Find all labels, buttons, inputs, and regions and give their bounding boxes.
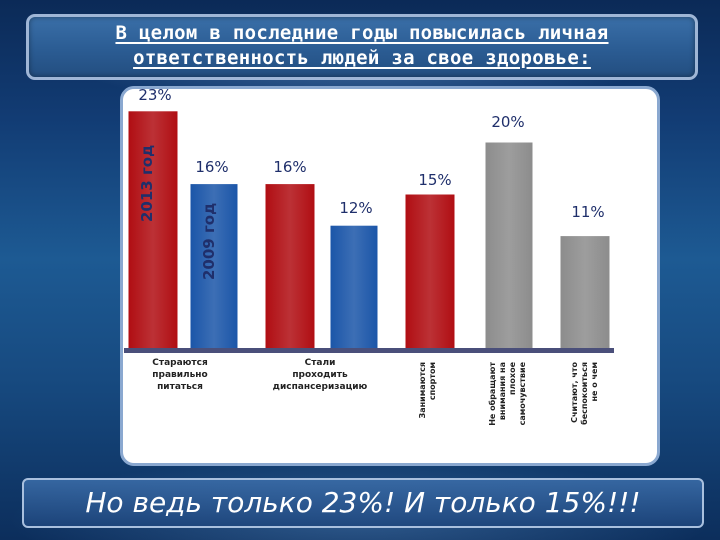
category-label-2: Стали bbox=[305, 358, 336, 368]
title-line-2: ответственность людей за свое здоровье: bbox=[133, 47, 591, 69]
category-label-4: внимания на bbox=[498, 362, 507, 420]
bar-6 bbox=[484, 141, 534, 351]
title-line-1: В целом в последние годы повысилась личн… bbox=[115, 22, 609, 44]
title-box bbox=[26, 14, 698, 80]
category-label-5: Считают, что bbox=[570, 362, 579, 423]
conclusion-box bbox=[22, 478, 704, 528]
category-label-5: беспокоиться bbox=[579, 362, 589, 425]
category-label-4: плохое bbox=[508, 361, 517, 395]
category-label-4: самочувствие bbox=[518, 361, 527, 425]
category-label-2: диспансеризацию bbox=[273, 382, 368, 392]
bar-1 bbox=[127, 110, 179, 351]
bar-4 bbox=[329, 224, 379, 351]
category-label-1: Стараются bbox=[152, 358, 208, 368]
bar-value-label-3: 16% bbox=[273, 158, 306, 176]
category-label-2: проходить bbox=[292, 370, 348, 380]
bar-5 bbox=[404, 193, 456, 351]
bar-value-label-6: 20% bbox=[491, 113, 524, 131]
bar-value-label-4: 12% bbox=[339, 199, 372, 217]
category-label-5: не о чем bbox=[590, 362, 599, 401]
bar-value-label-7: 11% bbox=[571, 203, 604, 221]
conclusion-text: Но ведь только 23%! И только 15%!!! bbox=[85, 486, 641, 519]
category-label-4: Не обращают bbox=[487, 362, 497, 426]
bar-2 bbox=[189, 183, 239, 351]
bar-value-label-5: 15% bbox=[418, 171, 451, 189]
series-label-2013: 2013 год bbox=[138, 145, 156, 222]
category-label-1: питаться bbox=[157, 382, 203, 392]
category-label-3: спортом bbox=[428, 362, 437, 400]
chart-baseline bbox=[124, 348, 614, 353]
series-label-2009: 2009 год bbox=[200, 203, 218, 280]
bar-value-label-2: 16% bbox=[195, 158, 228, 176]
category-label-3: Занимаются bbox=[418, 362, 427, 418]
bar-7 bbox=[559, 235, 611, 351]
bar-3 bbox=[264, 183, 316, 351]
category-label-1: правильно bbox=[152, 370, 207, 380]
bar-value-label-1: 23% bbox=[138, 86, 171, 104]
